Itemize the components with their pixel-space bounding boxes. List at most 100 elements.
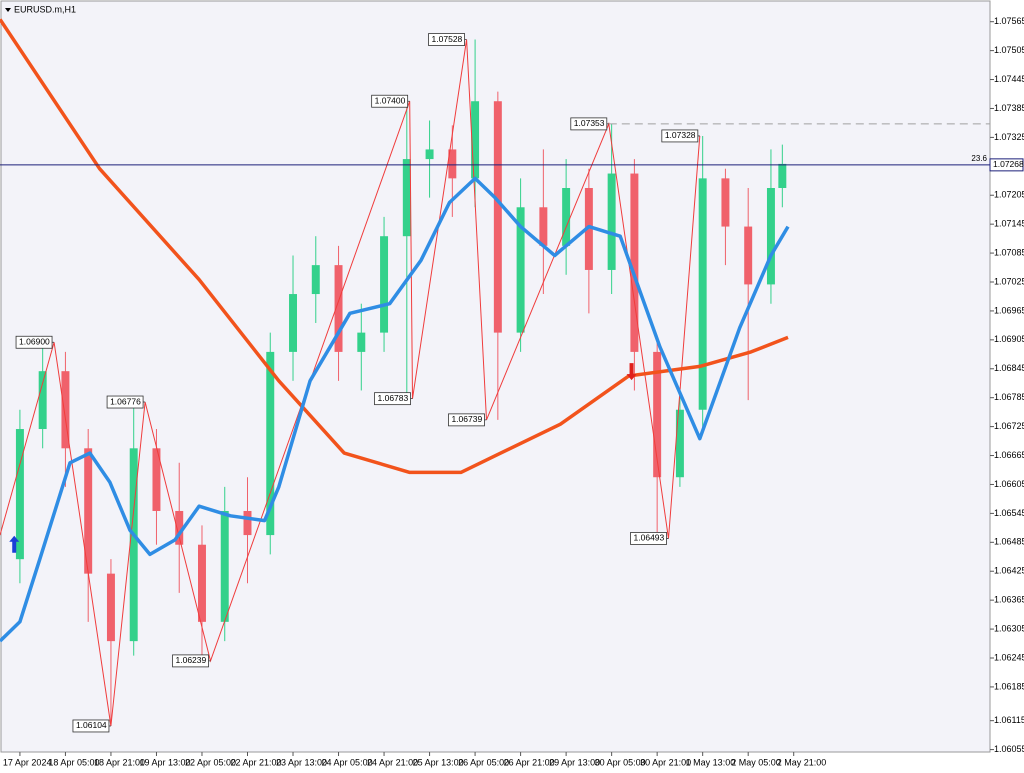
y-tick-label: 1.07565 xyxy=(994,16,1024,26)
x-tick-label: 22 Apr 21:00 xyxy=(231,757,282,767)
candle-body xyxy=(106,573,115,642)
y-tick-label: 1.06545 xyxy=(994,508,1024,518)
candle-body xyxy=(38,371,47,430)
signal-arrow xyxy=(626,363,637,381)
zigzag-label-box xyxy=(570,117,608,131)
x-tick-label: 29 Apr 13:00 xyxy=(549,757,600,767)
candle-body xyxy=(471,101,480,179)
y-tick-label: 1.06605 xyxy=(994,479,1024,489)
candle-body xyxy=(311,265,320,295)
candle-body xyxy=(175,510,184,545)
x-tick-label: 18 Apr 21:00 xyxy=(94,757,145,767)
candle-body xyxy=(380,236,389,333)
y-tick-label: 1.07385 xyxy=(994,103,1024,113)
current-price-box xyxy=(989,158,1024,172)
candle-body xyxy=(84,448,93,574)
x-tick-label: 18 Apr 05:00 xyxy=(48,757,99,767)
candle-body xyxy=(744,226,753,285)
x-tick-label: 2 May 21:00 xyxy=(777,757,827,767)
zigzag-label-box xyxy=(172,654,209,668)
y-tick-label: 1.07445 xyxy=(994,74,1024,84)
x-tick-label: 2 May 05:00 xyxy=(731,757,781,767)
y-tick-label: 1.07205 xyxy=(994,190,1024,200)
x-tick-label: 1 May 13:00 xyxy=(686,757,736,767)
y-tick-label: 1.06845 xyxy=(994,363,1024,373)
y-tick-label: 1.07085 xyxy=(994,247,1024,257)
y-tick-label: 1.06785 xyxy=(994,392,1024,402)
candle-body xyxy=(266,351,275,536)
candle-body xyxy=(562,188,571,246)
zigzag-label-box xyxy=(72,719,110,733)
zigzag-label: 1.06493 xyxy=(634,533,665,543)
y-tick-label: 1.06905 xyxy=(994,334,1024,344)
candle-body xyxy=(15,429,24,560)
slow-ma-line xyxy=(0,18,789,475)
x-tick-label: 26 Apr 21:00 xyxy=(504,757,555,767)
candle-body xyxy=(493,101,502,333)
candle-body xyxy=(129,448,138,642)
x-tick-label: 26 Apr 05:00 xyxy=(458,757,509,767)
x-tick-label: 24 Apr 21:00 xyxy=(367,757,418,767)
zigzag-label-box xyxy=(15,335,53,349)
fast-ma-line xyxy=(0,176,790,643)
zigzag-label: 1.06739 xyxy=(451,414,482,424)
zigzag-label: 1.07528 xyxy=(432,34,463,44)
y-tick-label: 1.06245 xyxy=(994,652,1024,662)
candle-body xyxy=(243,510,252,536)
signal-arrow xyxy=(9,535,20,553)
candle-body xyxy=(152,448,161,511)
title-menu-icon xyxy=(5,8,11,12)
zigzag-label: 1.07353 xyxy=(574,118,605,128)
y-tick-label: 1.06425 xyxy=(994,566,1024,576)
zigzag-label: 1.06783 xyxy=(378,393,409,403)
candle-body xyxy=(220,510,229,622)
candle-body xyxy=(448,149,457,179)
candle-body xyxy=(61,371,70,449)
x-tick-label: 17 Apr 2024 xyxy=(3,757,52,767)
y-tick-label: 1.06185 xyxy=(994,681,1024,691)
candle-body xyxy=(675,409,684,478)
zigzag-line xyxy=(0,39,701,727)
zigzag-label: 1.07328 xyxy=(665,130,696,140)
y-tick-label: 1.06665 xyxy=(994,450,1024,460)
candle-body xyxy=(334,265,343,352)
candle-body xyxy=(425,149,434,160)
x-tick-label: 24 Apr 05:00 xyxy=(322,757,373,767)
x-tick-label: 19 Apr 13:00 xyxy=(139,757,190,767)
zigzag-label-box xyxy=(661,129,699,143)
y-tick-label: 1.07025 xyxy=(994,276,1024,286)
y-tick-label: 1.07325 xyxy=(994,132,1024,142)
y-tick-label: 1.06115 xyxy=(994,715,1024,725)
candle-body xyxy=(289,294,297,352)
candle-body xyxy=(778,163,787,188)
y-tick-label: 1.06305 xyxy=(994,623,1024,633)
x-tick-label: 30 Apr 21:00 xyxy=(640,757,691,767)
zigzag-label: 1.06104 xyxy=(76,720,107,730)
zigzag-label: 1.06900 xyxy=(19,337,50,347)
x-tick-label: 25 Apr 13:00 xyxy=(413,757,464,767)
zigzag-label: 1.06239 xyxy=(176,655,207,665)
y-tick-label: 1.06725 xyxy=(994,421,1024,431)
y-tick-label: 1.06055 xyxy=(994,744,1024,754)
candle-body xyxy=(766,188,775,285)
y-tick-label: 1.06365 xyxy=(994,595,1024,605)
candle-body xyxy=(630,173,639,352)
zigzag-label-box xyxy=(448,413,485,427)
y-tick-label: 1.07145 xyxy=(994,219,1024,229)
x-tick-label: 30 Apr 05:00 xyxy=(595,757,646,767)
current-price-label: 1.07268 xyxy=(993,159,1024,169)
plot: 23.6 1.07268 1.06900 1.06104 1.06776 1.06239 1… xyxy=(0,18,1024,733)
zigzag-label: 1.07400 xyxy=(375,95,406,105)
candle-body xyxy=(402,159,411,237)
candle-body xyxy=(357,332,366,352)
candle-body xyxy=(584,188,593,270)
candle-body xyxy=(198,544,206,622)
ticks: 1.07565 1.07505 1.07445 1.07385 1.07325 1.072… xyxy=(3,16,1024,767)
zigzag-label-box xyxy=(630,532,667,545)
chart-title: EURUSD.m,H1 xyxy=(14,4,76,14)
candle-body xyxy=(607,173,616,270)
candle-body xyxy=(698,178,707,410)
zigzag-label-box xyxy=(371,94,409,108)
candle-body xyxy=(539,207,548,246)
